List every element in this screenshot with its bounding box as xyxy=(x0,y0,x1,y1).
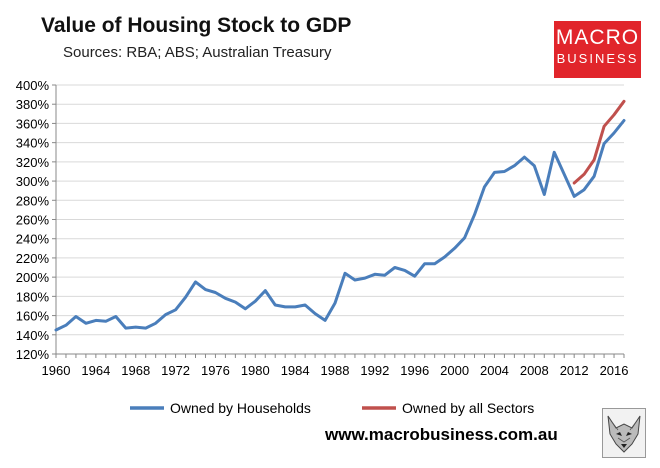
y-tick-label-300: 300% xyxy=(16,174,50,189)
macrobusiness-logo: MACRO BUSINESS xyxy=(554,21,641,78)
y-tick-label-220: 220% xyxy=(16,251,50,266)
y-tick-label-400: 400% xyxy=(16,78,50,93)
x-tick-label-1996: 1996 xyxy=(400,363,429,378)
chart-title: Value of Housing Stock to GDP xyxy=(41,14,352,37)
x-tick-label-2004: 2004 xyxy=(480,363,509,378)
y-tick-label-380: 380% xyxy=(16,97,50,112)
grid-lines xyxy=(56,84,624,336)
y-tick-label-180: 180% xyxy=(16,289,50,304)
logo-line-2: BUSINESS xyxy=(556,51,639,66)
y-tick-labels: 120% 140% 160% 180% 200% 220% 240% 260% 280% 300%… xyxy=(16,78,50,362)
x-tick-label-1980: 1980 xyxy=(241,363,270,378)
series-line-owned-by-households xyxy=(54,119,626,332)
legend-label-owned-by-households: Owned by Households xyxy=(170,400,311,416)
x-tick-label-1984: 1984 xyxy=(281,363,310,378)
y-tick-label-260: 260% xyxy=(16,213,50,228)
x-tick-label-2016: 2016 xyxy=(600,363,629,378)
series-lines xyxy=(54,99,626,332)
y-tick-label-120: 120% xyxy=(16,347,50,362)
x-tick-labels: 1960 1964 1968 1972 1976 1980 1984 1988 1992 1996… xyxy=(42,363,629,378)
y-tick-label-200: 200% xyxy=(16,270,50,285)
x-tick-label-1968: 1968 xyxy=(121,363,150,378)
y-tick-label-360: 360% xyxy=(16,116,50,131)
x-tick-label-2012: 2012 xyxy=(560,363,589,378)
website-url: www.macrobusiness.com.au xyxy=(325,425,558,444)
legend: Owned by Households Owned by all Sectors xyxy=(130,400,534,416)
series-line-owned-by-all-sectors xyxy=(572,99,626,185)
x-tick-label-1992: 1992 xyxy=(360,363,389,378)
y-tick-label-160: 160% xyxy=(16,309,50,324)
x-tick-label-1964: 1964 xyxy=(81,363,110,378)
y-tick-label-340: 340% xyxy=(16,136,50,151)
x-tick-label-1976: 1976 xyxy=(201,363,230,378)
x-tick-label-1960: 1960 xyxy=(42,363,71,378)
axes xyxy=(52,84,625,358)
y-tick-label-140: 140% xyxy=(16,328,50,343)
legend-label-owned-by-all-sectors: Owned by all Sectors xyxy=(402,400,534,416)
x-tick-label-1988: 1988 xyxy=(321,363,350,378)
y-tick-label-280: 280% xyxy=(16,193,50,208)
x-tick-label-2000: 2000 xyxy=(440,363,469,378)
x-tick-label-1972: 1972 xyxy=(161,363,190,378)
y-tick-label-240: 240% xyxy=(16,232,50,247)
chart-subtitle: Sources: RBA; ABS; Australian Treasury xyxy=(63,44,332,61)
fox-logo-icon xyxy=(602,408,646,458)
x-tick-label-2008: 2008 xyxy=(520,363,549,378)
logo-line-1: MACRO xyxy=(555,26,640,49)
y-tick-label-320: 320% xyxy=(16,155,50,170)
